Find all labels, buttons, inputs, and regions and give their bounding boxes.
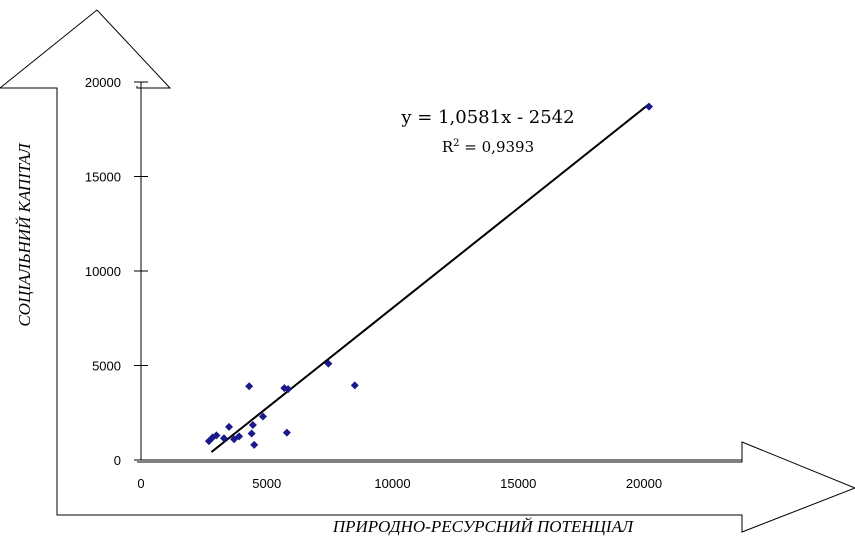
data-point: [258, 412, 267, 421]
y-axis-arrow: [0, 10, 855, 515]
y-ticks: 0 5000 10000 15000 20000: [85, 75, 148, 468]
data-point: [219, 434, 228, 443]
y-tick-label: 5000: [92, 359, 121, 374]
x-axis-title: ПРИРОДНО-РЕСУРСНИЙ ПОТЕНЦІАЛ: [332, 517, 635, 536]
r-squared-prefix: R: [442, 138, 454, 156]
data-point: [324, 359, 333, 368]
x-tick-label: 0: [137, 476, 144, 491]
data-point: [245, 382, 254, 391]
r-squared-value: = 0,9393: [460, 138, 535, 156]
data-point: [284, 385, 293, 394]
x-arrow-outline: [56, 441, 855, 533]
r-squared-label: R2 = 0,9393: [442, 138, 534, 156]
data-point: [248, 421, 257, 430]
data-point: [350, 381, 359, 390]
data-points: [204, 102, 654, 449]
trendline: [210, 103, 650, 453]
x-tick-label: 5000: [252, 476, 281, 491]
x-tick-label: 10000: [374, 476, 410, 491]
y-tick-label: 15000: [85, 170, 121, 185]
x-tick-label: 15000: [500, 476, 536, 491]
data-point: [645, 102, 654, 111]
data-point: [225, 422, 234, 431]
y-tick-label: 10000: [85, 264, 121, 279]
r-squared-sup: 2: [453, 138, 459, 149]
data-point: [282, 428, 291, 437]
data-point: [247, 429, 256, 438]
data-point: [235, 432, 244, 441]
data-point: [250, 440, 259, 449]
y-tick-label: 0: [114, 453, 121, 468]
y-tick-label: 20000: [85, 75, 121, 90]
y-arrow-outline: [0, 9, 172, 462]
x-ticks: 0 5000 10000 15000 20000: [137, 476, 662, 491]
y-axis-title: СОЦІАЛЬНИЙ КАПІТАЛ: [15, 142, 34, 327]
x-tick-label: 20000: [626, 476, 662, 491]
trendline-group: [210, 103, 650, 453]
trendline-equation: y = 1,0581x - 2542: [400, 107, 574, 128]
data-point: [212, 431, 221, 440]
